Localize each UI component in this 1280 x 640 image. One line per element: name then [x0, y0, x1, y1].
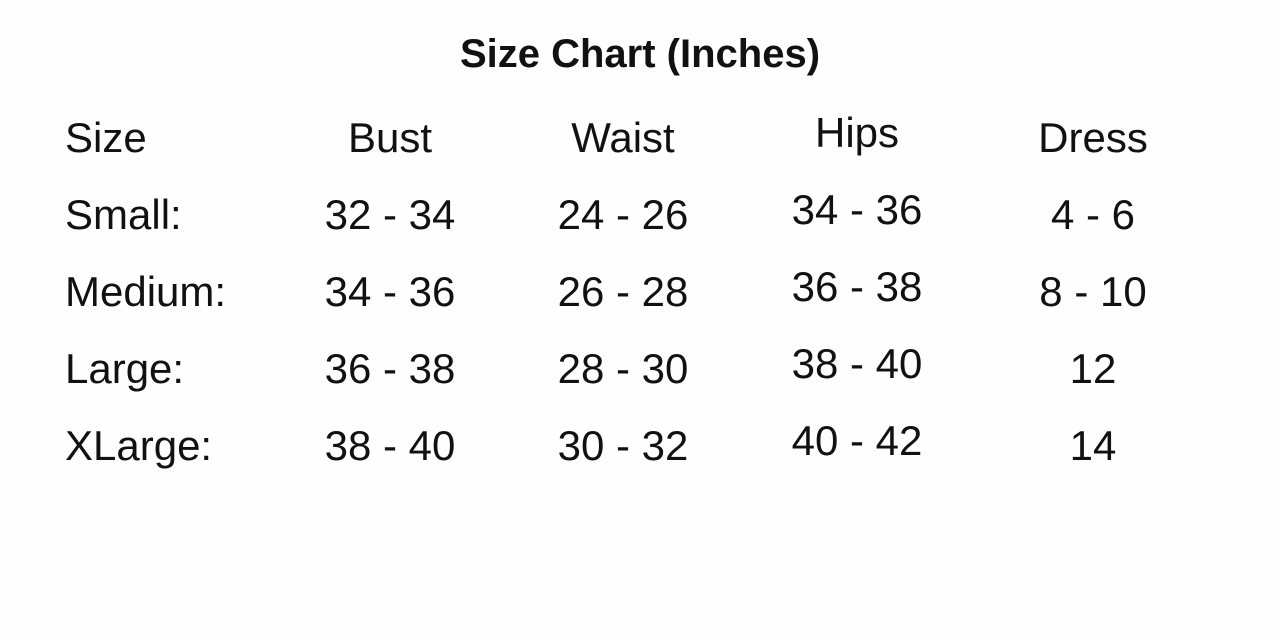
table-cell: 32 - 34 — [324, 191, 456, 238]
row-label: Large: — [65, 345, 185, 392]
table-cell: 26 - 28 — [557, 268, 689, 315]
chart-title: Size Chart (Inches) — [459, 32, 821, 76]
table-cell: 24 - 26 — [557, 191, 689, 238]
column-header: Bust — [347, 114, 433, 161]
table-cell: 40 - 42 — [791, 417, 923, 464]
row-label: Medium: — [65, 268, 227, 315]
column-header: Waist — [571, 114, 675, 161]
table-cell: 28 - 30 — [557, 345, 689, 392]
table-cell: 38 - 40 — [324, 422, 456, 469]
table-cell: 34 - 36 — [324, 268, 456, 315]
table-cell: 38 - 40 — [791, 340, 923, 387]
table-cell: 8 - 10 — [1039, 268, 1147, 315]
table-cell: 36 - 38 — [791, 263, 923, 310]
column-header: Dress — [1038, 114, 1148, 161]
table-cell: 4 - 6 — [1050, 191, 1136, 238]
row-label: XLarge: — [65, 422, 213, 469]
column-header: Hips — [814, 109, 900, 156]
table-cell: 30 - 32 — [557, 422, 689, 469]
column-header: Size — [65, 114, 147, 161]
table-cell: 34 - 36 — [791, 186, 923, 233]
row-label: Small: — [65, 191, 182, 238]
table-cell: 12 — [1069, 345, 1117, 392]
table-cell: 36 - 38 — [324, 345, 456, 392]
table-cell: 14 — [1069, 422, 1117, 469]
